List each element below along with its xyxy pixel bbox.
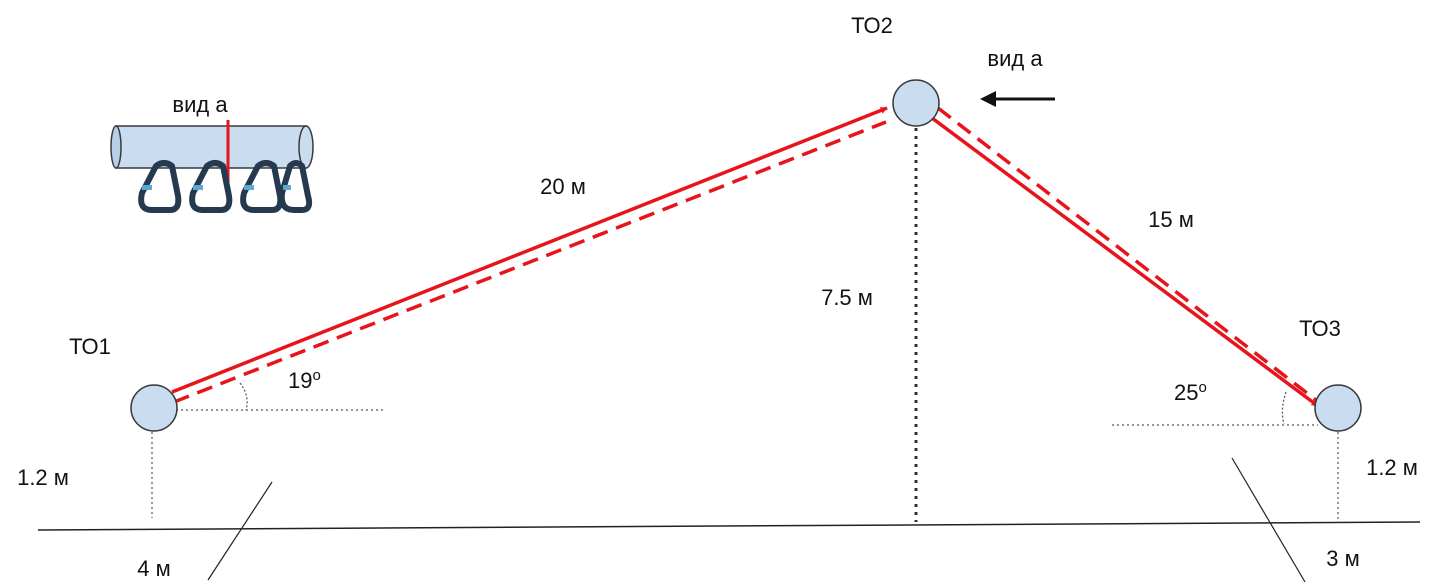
view-a-inset	[110, 120, 314, 213]
distance-label-right: 3 м	[1326, 546, 1359, 571]
node-label-to2: ТО2	[851, 13, 893, 38]
angle-arc-19	[239, 382, 248, 411]
node-label-to3: ТО3	[1299, 316, 1341, 341]
anchor-node-to2	[892, 79, 940, 127]
rope-segment-to2-to3	[930, 106, 1320, 408]
height-label-to1: 1.2 м	[17, 465, 69, 490]
rope-segment-to1-to2	[171, 106, 888, 404]
height-label-to2: 7.5 м	[821, 285, 873, 310]
node-label-to1: ТО1	[69, 334, 111, 359]
edge-length-to2-to3: 15 м	[1148, 207, 1194, 232]
edge-length-to1-to2: 20 м	[540, 174, 586, 199]
ground-line	[37, 521, 1421, 531]
distance-tick-right	[1231, 457, 1306, 583]
angle-label-19: 19o	[288, 367, 321, 393]
angle-label-25: 25o	[1174, 379, 1207, 405]
view-arrow-label: вид а	[987, 46, 1043, 71]
view-direction-arrow	[980, 91, 1055, 107]
anchor-node-to1	[130, 384, 178, 432]
height-label-to3: 1.2 м	[1366, 455, 1418, 480]
distance-label-left: 4 м	[137, 556, 170, 581]
anchor-node-to3	[1314, 384, 1362, 432]
inset-label: вид а	[172, 92, 228, 117]
angle-arc-25	[1281, 391, 1287, 425]
distance-tick-left	[207, 481, 273, 581]
carabiner-icon	[138, 160, 313, 213]
